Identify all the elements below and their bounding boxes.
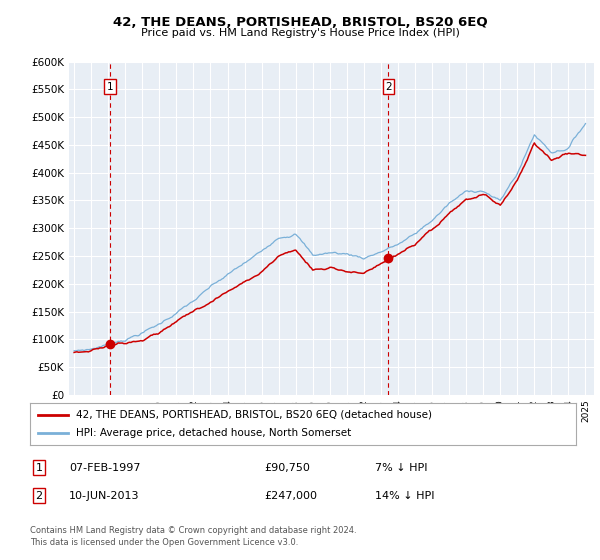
Text: 2: 2 — [385, 82, 392, 92]
Text: 2: 2 — [35, 491, 43, 501]
Text: £247,000: £247,000 — [264, 491, 317, 501]
Text: 7% ↓ HPI: 7% ↓ HPI — [375, 463, 427, 473]
Text: 10-JUN-2013: 10-JUN-2013 — [69, 491, 139, 501]
Text: 1: 1 — [107, 82, 113, 92]
Text: 42, THE DEANS, PORTISHEAD, BRISTOL, BS20 6EQ (detached house): 42, THE DEANS, PORTISHEAD, BRISTOL, BS20… — [76, 410, 433, 420]
Text: £90,750: £90,750 — [264, 463, 310, 473]
Text: 42, THE DEANS, PORTISHEAD, BRISTOL, BS20 6EQ: 42, THE DEANS, PORTISHEAD, BRISTOL, BS20… — [113, 16, 487, 29]
Text: HPI: Average price, detached house, North Somerset: HPI: Average price, detached house, Nort… — [76, 428, 352, 438]
Text: 1: 1 — [35, 463, 43, 473]
Text: 14% ↓ HPI: 14% ↓ HPI — [375, 491, 434, 501]
Text: This data is licensed under the Open Government Licence v3.0.: This data is licensed under the Open Gov… — [30, 538, 298, 547]
Text: Contains HM Land Registry data © Crown copyright and database right 2024.: Contains HM Land Registry data © Crown c… — [30, 526, 356, 535]
Text: Price paid vs. HM Land Registry's House Price Index (HPI): Price paid vs. HM Land Registry's House … — [140, 28, 460, 38]
Text: 07-FEB-1997: 07-FEB-1997 — [69, 463, 140, 473]
